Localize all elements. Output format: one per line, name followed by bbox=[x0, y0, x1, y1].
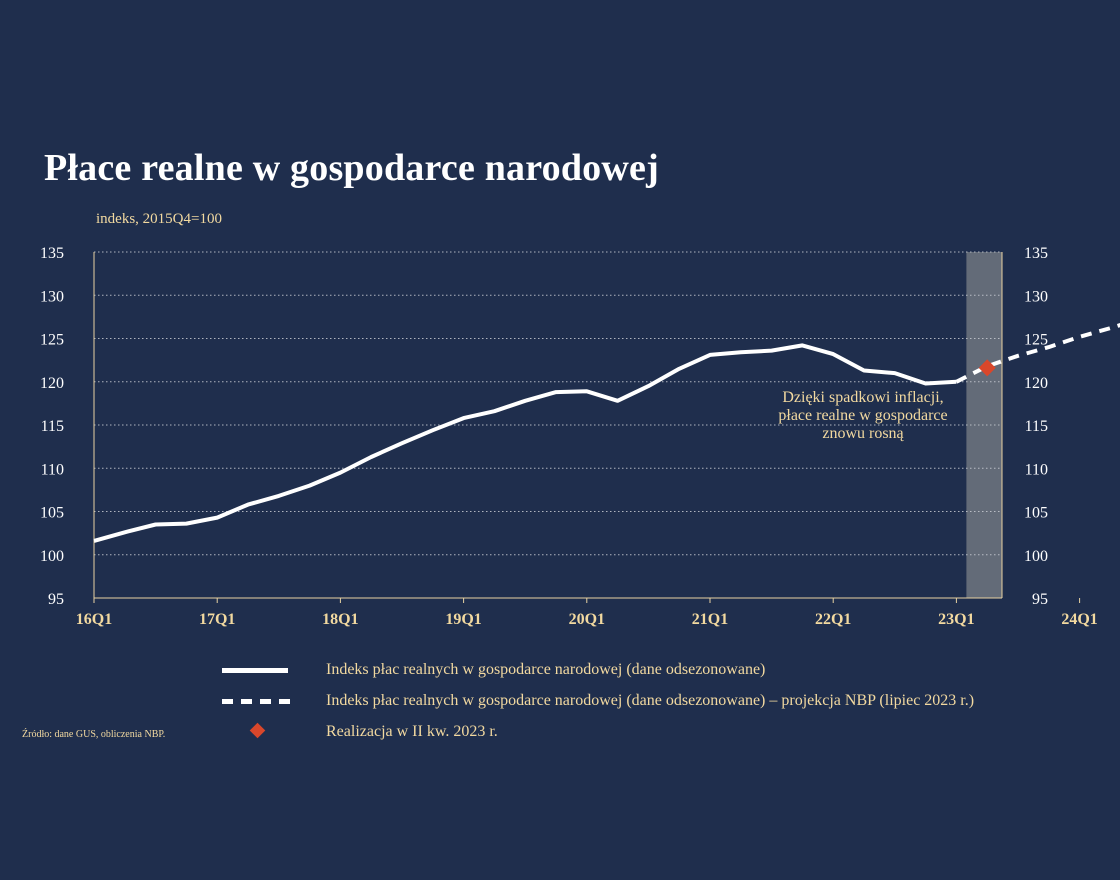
x-tick-label: 17Q1 bbox=[199, 611, 235, 628]
y-tick-label-right: 125 bbox=[1024, 332, 1048, 349]
y-tick-label-right: 135 bbox=[1024, 245, 1048, 262]
x-tick-label: 24Q1 bbox=[1061, 611, 1097, 628]
y-tick-label-right: 120 bbox=[1024, 375, 1048, 392]
legend-symbol-solid-line bbox=[222, 660, 326, 680]
y-tick-label-left: 100 bbox=[40, 548, 64, 565]
y-tick-label-left: 95 bbox=[48, 591, 64, 608]
x-tick-label: 21Q1 bbox=[692, 611, 728, 628]
legend-item-actual: Indeks płac realnych w gospodarce narodo… bbox=[222, 654, 974, 685]
y-tick-label-right: 95 bbox=[1032, 591, 1048, 608]
x-tick-label: 20Q1 bbox=[569, 611, 605, 628]
y-tick-label-left: 125 bbox=[40, 332, 64, 349]
series bbox=[93, 323, 1120, 543]
legend: Indeks płac realnych w gospodarce narodo… bbox=[222, 654, 974, 747]
legend-item-projection: Indeks płac realnych w gospodarce narodo… bbox=[222, 685, 974, 716]
y-axis-unit-label: indeks, 2015Q4=100 bbox=[96, 211, 222, 227]
y-tick-label-left: 130 bbox=[40, 288, 64, 305]
tick-labels: 95 95 100 100 105 105 110 110 115 115 120 120 125 125… bbox=[40, 245, 1098, 628]
y-tick-label-left: 110 bbox=[41, 461, 64, 478]
annotation-line: Dzięki spadkowi inflacji, bbox=[782, 389, 943, 406]
axes bbox=[93, 252, 1081, 603]
series-actual-line bbox=[93, 343, 957, 543]
legend-symbol-diamond-icon bbox=[222, 722, 326, 742]
annotation-line: płace realne w gospodarce bbox=[778, 407, 947, 424]
y-tick-label-right: 110 bbox=[1025, 461, 1048, 478]
y-tick-label-left: 115 bbox=[41, 418, 64, 435]
projection-band bbox=[966, 252, 1002, 598]
y-tick-label-left: 135 bbox=[40, 245, 64, 262]
x-tick-label: 16Q1 bbox=[76, 611, 112, 628]
source-note: Źródło: dane GUS, obliczenia NBP. bbox=[22, 729, 166, 740]
legend-label-realization: Realizacja w II kw. 2023 r. bbox=[326, 722, 498, 740]
x-tick-label: 23Q1 bbox=[938, 611, 974, 628]
projection-band-layer bbox=[966, 252, 1002, 598]
gridlines bbox=[94, 251, 1002, 556]
y-tick-label-left: 120 bbox=[40, 375, 64, 392]
x-tick-label: 22Q1 bbox=[815, 611, 851, 628]
y-tick-label-right: 105 bbox=[1024, 505, 1048, 522]
legend-label-actual: Indeks płac realnych w gospodarce narodo… bbox=[326, 660, 766, 678]
y-tick-label-left: 105 bbox=[40, 505, 64, 522]
y-tick-label-right: 100 bbox=[1024, 548, 1048, 565]
y-tick-label-right: 130 bbox=[1024, 288, 1048, 305]
x-tick-label: 18Q1 bbox=[322, 611, 358, 628]
legend-label-projection: Indeks płac realnych w gospodarce narodo… bbox=[326, 691, 975, 709]
realization-marker bbox=[978, 359, 996, 377]
x-tick-label: 19Q1 bbox=[445, 611, 481, 628]
legend-item-realization: Realizacja w II kw. 2023 r. bbox=[222, 716, 974, 747]
y-tick-label-right: 115 bbox=[1025, 418, 1048, 435]
legend-symbol-dashed-line bbox=[222, 691, 326, 711]
annotation: Dzięki spadkowi inflacji,płace realne w … bbox=[778, 389, 947, 442]
chart-title: Płace realne w gospodarce narodowej bbox=[44, 147, 659, 189]
annotation-line: znowu rosną bbox=[822, 425, 904, 442]
